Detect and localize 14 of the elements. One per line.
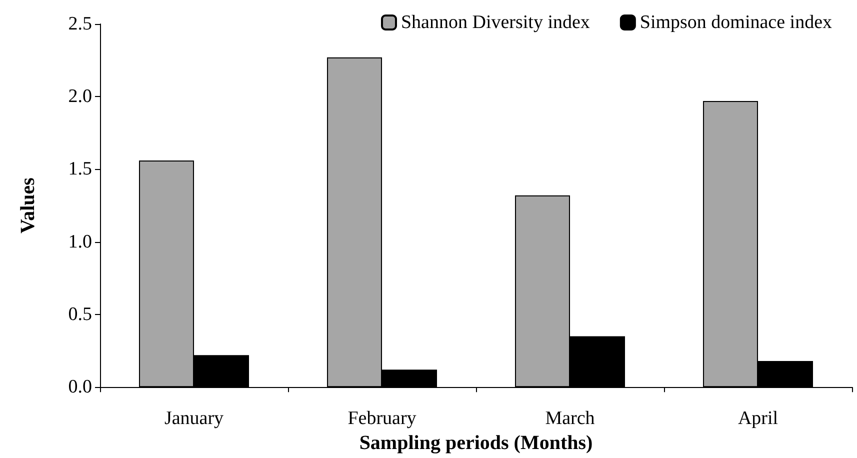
legend-label: Shannon Diversity index — [400, 12, 590, 33]
legend-label: Simpson dominace index — [640, 12, 832, 33]
x-tick-label: April — [738, 408, 778, 430]
y-tick-label: 2.5 — [68, 14, 92, 34]
x-tick-label: January — [164, 408, 224, 430]
y-tick-label: 1.0 — [68, 231, 92, 252]
y-tick-label: 0.5 — [68, 304, 92, 325]
y-tick-label: 1.5 — [68, 158, 92, 180]
x-tick-label: March — [545, 408, 596, 430]
x-axis-title: Sampling periods (Months) — [359, 432, 593, 454]
y-tick-label: 0.0 — [68, 376, 92, 398]
y-axis-title: Values — [17, 177, 39, 234]
x-tick-label: February — [348, 408, 417, 430]
y-tick-label: 2.0 — [68, 86, 92, 108]
